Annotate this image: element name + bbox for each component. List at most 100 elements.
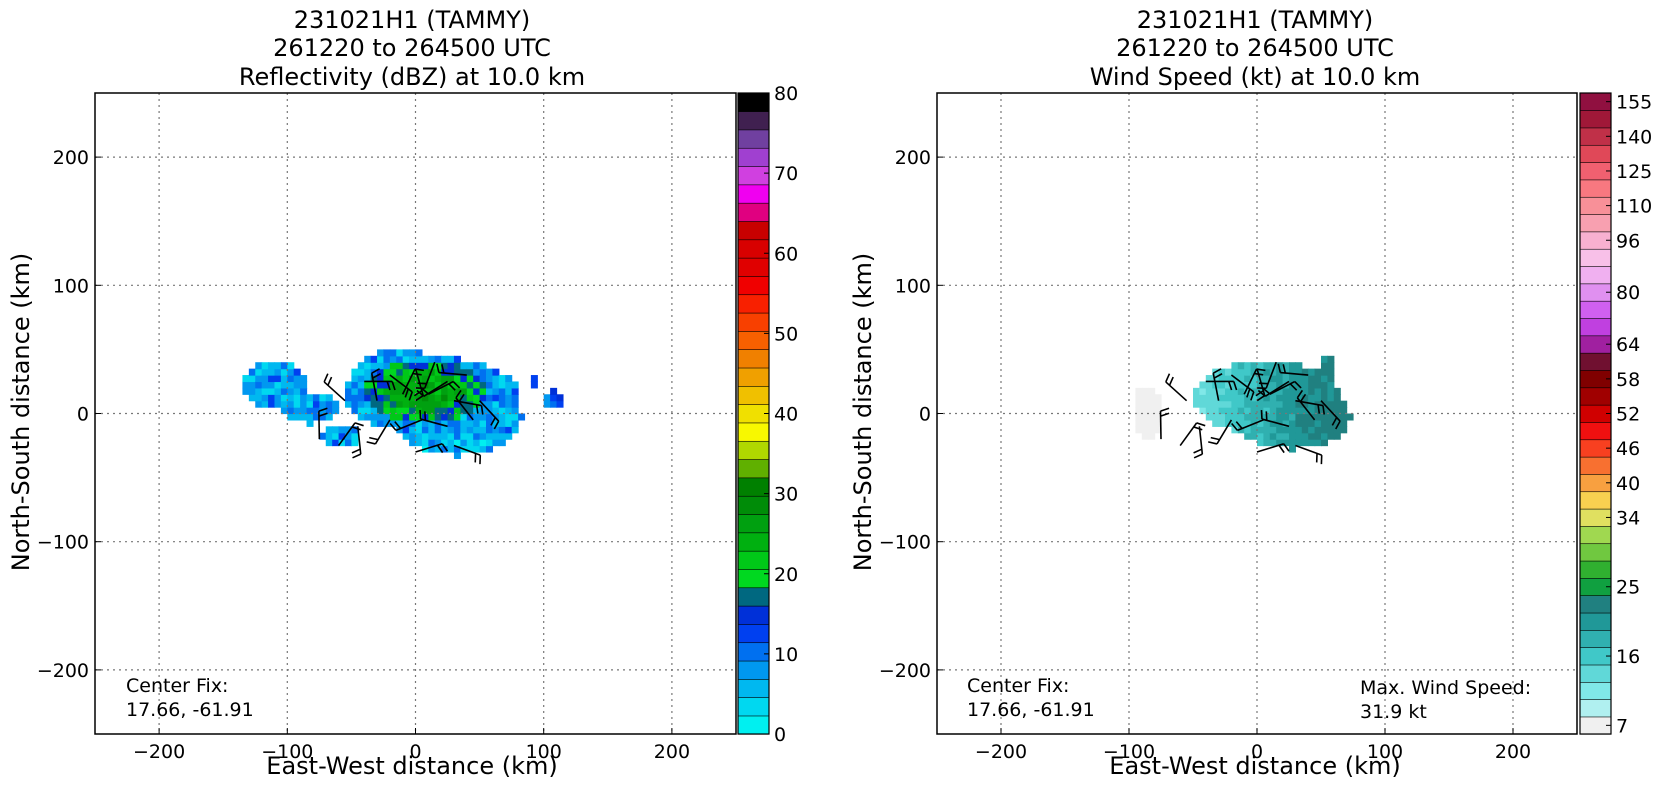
reflectivity-cell xyxy=(325,432,333,440)
reflectivity-cell xyxy=(453,419,461,427)
wind-speed-cell xyxy=(1327,426,1335,434)
x-tick-label: 0 xyxy=(1251,741,1263,763)
wind-speed-cell xyxy=(1295,362,1303,370)
reflectivity-cell xyxy=(402,394,410,402)
wind-speed-cell xyxy=(1276,362,1284,370)
reflectivity-cell xyxy=(479,394,487,402)
reflectivity-cell xyxy=(377,407,385,415)
reflectivity-cell xyxy=(319,394,327,402)
wind-speed-cell xyxy=(1301,426,1309,434)
reflectivity-cell xyxy=(447,407,455,415)
reflectivity-cell xyxy=(415,419,423,427)
wind-speed-cell xyxy=(1263,368,1271,376)
colorbar-swatch xyxy=(1579,248,1612,267)
reflectivity-cell xyxy=(268,368,276,376)
reflectivity-cell xyxy=(306,400,314,408)
reflectivity-cell xyxy=(389,368,397,376)
wind-speed-cell xyxy=(1321,368,1328,376)
reflectivity-cell xyxy=(396,400,404,408)
reflectivity-cell xyxy=(486,400,494,408)
wind-speed-cell xyxy=(1289,413,1296,421)
reflectivity-cell xyxy=(460,426,468,434)
colorbar-tick-label: 10 xyxy=(774,644,798,666)
wind-speed-cell xyxy=(1237,368,1245,376)
wind-speed-cell xyxy=(1308,394,1316,402)
wind-speed-cell xyxy=(1289,394,1296,402)
reflectivity-cell xyxy=(466,445,474,453)
reflectivity-cell xyxy=(409,394,417,402)
reflectivity-cell xyxy=(550,400,558,408)
reflectivity-cell xyxy=(486,381,494,389)
reflectivity-cell xyxy=(479,362,487,370)
reflectivity-cell xyxy=(409,400,417,408)
wind-speed-cell xyxy=(1141,432,1149,440)
reflectivity-field xyxy=(242,349,564,459)
wind-barb-flag xyxy=(416,389,425,397)
reflectivity-cell xyxy=(287,362,295,370)
reflectivity-cell xyxy=(255,387,263,395)
wind-speed-cell xyxy=(1282,413,1290,421)
wind-speed-cell xyxy=(1231,426,1239,434)
reflectivity-cell xyxy=(300,381,308,389)
reflectivity-cell xyxy=(280,375,288,383)
y-tick-label: −200 xyxy=(37,660,89,682)
reflectivity-cell xyxy=(261,394,269,402)
wind-speed-cell xyxy=(1289,419,1296,427)
center-fix-value: 17.66, -61.91 xyxy=(126,699,254,721)
reflectivity-cell xyxy=(377,394,385,402)
y-tick-label: −100 xyxy=(37,532,89,554)
max-wind-value: 31.9 kt xyxy=(1360,701,1427,723)
reflectivity-cell xyxy=(357,387,365,395)
reflectivity-cell xyxy=(351,375,359,383)
colorbar-swatch xyxy=(737,385,770,405)
wind-speed-cell xyxy=(1321,381,1328,389)
reflectivity-cell xyxy=(466,394,474,402)
reflectivity-cell xyxy=(351,432,359,440)
wind-barb-flag xyxy=(458,393,465,403)
wind-speed-cell xyxy=(1321,439,1328,447)
wind-speed-cell xyxy=(1148,413,1156,421)
reflectivity-cell xyxy=(396,349,404,357)
reflectivity-cell xyxy=(306,394,314,402)
colorbar-tick-label: 96 xyxy=(1616,230,1640,252)
reflectivity-cell xyxy=(364,400,372,408)
wind-speed-cell xyxy=(1301,381,1309,389)
wind-speed-cell xyxy=(1269,407,1277,415)
reflectivity-cell xyxy=(460,375,468,383)
wind-speed-cell xyxy=(1250,368,1258,376)
reflectivity-cell xyxy=(460,394,468,402)
reflectivity-cell xyxy=(325,439,333,447)
colorbar-swatch xyxy=(1579,421,1612,441)
wind-speed-cell xyxy=(1148,407,1156,415)
wind-speed-cell xyxy=(1250,375,1258,383)
reflectivity-cell xyxy=(498,407,506,415)
wind-speed-cell xyxy=(1244,419,1252,427)
reflectivity-cell xyxy=(370,400,378,408)
wind-speed-cell xyxy=(1314,426,1322,434)
reflectivity-cell xyxy=(402,381,410,389)
reflectivity-cell xyxy=(280,407,288,415)
reflectivity-cell xyxy=(351,439,359,447)
reflectivity-cell xyxy=(338,426,346,434)
wind-speed-cell xyxy=(1231,368,1239,376)
reflectivity-cell xyxy=(255,362,263,370)
reflectivity-cell xyxy=(370,375,378,383)
reflectivity-cell xyxy=(428,381,436,389)
wind-speed-cell xyxy=(1321,394,1328,402)
wind-speed-cell xyxy=(1282,362,1290,370)
wind-barbs xyxy=(1159,361,1341,465)
reflectivity-cell xyxy=(511,419,519,427)
reflectivity-cell xyxy=(460,407,468,415)
reflectivity-cell xyxy=(498,375,506,383)
wind-speed-cell xyxy=(1237,400,1245,408)
reflectivity-cell xyxy=(261,375,269,383)
wind-barb-flag xyxy=(1210,436,1220,441)
reflectivity-cell xyxy=(498,394,506,402)
wind-speed-cell xyxy=(1244,400,1252,408)
wind-barb-flag xyxy=(1299,393,1307,403)
wind-speed-cell xyxy=(1276,432,1284,440)
reflectivity-cell xyxy=(248,387,256,395)
reflectivity-cell xyxy=(312,407,320,415)
wind-speed-cell xyxy=(1225,387,1232,395)
reflectivity-cell xyxy=(280,400,288,408)
